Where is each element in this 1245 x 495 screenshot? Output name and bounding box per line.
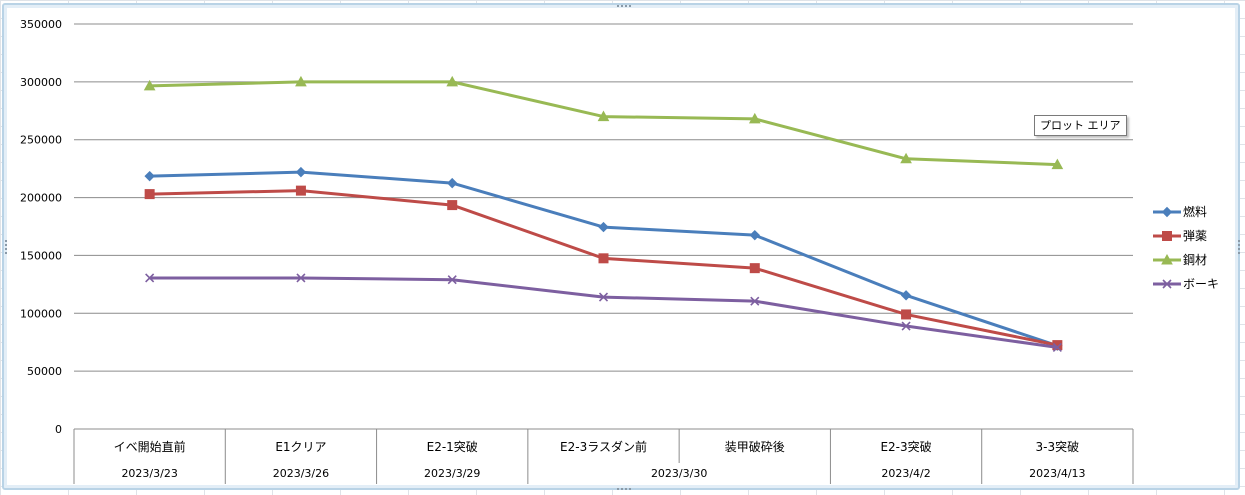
resize-handle-top[interactable] — [617, 3, 631, 9]
x-group-label: 2023/3/30 — [651, 467, 707, 480]
plot-area[interactable] — [143, 75, 1064, 352]
x-category-label: E2-1突破 — [427, 439, 478, 454]
data-point[interactable] — [295, 166, 307, 178]
data-point[interactable] — [446, 75, 459, 87]
data-point[interactable] — [901, 321, 911, 331]
x-category-label: E2-3突破 — [880, 439, 931, 454]
data-point[interactable] — [748, 112, 761, 124]
legend-item[interactable]: 燃料 — [1153, 204, 1207, 219]
legend-label: 弾薬 — [1183, 229, 1207, 243]
data-point[interactable] — [296, 273, 306, 283]
legend-label: 燃料 — [1183, 204, 1207, 219]
y-tick-label: 100000 — [20, 307, 62, 320]
x-group-label: 2023/3/29 — [424, 467, 480, 480]
x-group-label: 2023/3/26 — [273, 467, 329, 480]
series-line[interactable] — [149, 80, 1058, 167]
x-group-label: 2023/4/13 — [1029, 467, 1085, 480]
data-point[interactable] — [750, 296, 760, 306]
legend-item[interactable]: 鋼材 — [1153, 253, 1207, 267]
y-tick-label: 300000 — [20, 76, 62, 89]
y-tick-label: 200000 — [20, 192, 62, 205]
resize-handle-right[interactable] — [1236, 240, 1242, 254]
data-point[interactable] — [143, 79, 156, 91]
data-point[interactable] — [900, 290, 912, 301]
data-point[interactable] — [749, 263, 760, 274]
legend-marker[interactable] — [1161, 206, 1173, 218]
data-point[interactable] — [598, 221, 609, 233]
series-3[interactable] — [143, 75, 1064, 170]
data-point[interactable] — [144, 170, 155, 182]
data-point[interactable] — [598, 253, 609, 264]
legend-label: ボーキ — [1183, 277, 1219, 291]
y-axis-ticks: 0 50000 100000 150000 200000 250000 300000 3500… — [20, 18, 62, 436]
y-tick-label: 350000 — [20, 18, 62, 31]
legend-marker[interactable] — [1162, 231, 1172, 241]
data-point[interactable] — [900, 152, 912, 164]
data-point[interactable] — [1051, 158, 1064, 170]
data-point[interactable] — [447, 200, 458, 211]
data-point[interactable] — [597, 110, 610, 122]
plot-area-tooltip: プロット エリア — [1034, 115, 1127, 136]
x-category-label: E1クリア — [275, 440, 326, 454]
data-point[interactable] — [295, 75, 307, 87]
series-4[interactable] — [145, 273, 1062, 352]
legend-marker[interactable] — [1162, 279, 1172, 289]
y-tick-label: 150000 — [20, 249, 62, 262]
series-line[interactable] — [149, 189, 1058, 347]
x-category-label: イベ開始直前 — [114, 439, 186, 454]
legend-label: 鋼材 — [1183, 253, 1207, 267]
data-point[interactable] — [295, 185, 306, 196]
x-category-label: E2-3ラスダン前 — [560, 439, 647, 454]
data-point[interactable] — [598, 292, 609, 302]
data-point[interactable] — [749, 229, 760, 241]
data-point[interactable] — [1052, 340, 1063, 351]
series-line[interactable] — [149, 276, 1058, 349]
legend-item[interactable]: ボーキ — [1153, 277, 1219, 291]
y-tick-label: 0 — [55, 423, 62, 436]
data-point[interactable] — [1052, 342, 1062, 352]
x-category-label: 3-3突破 — [1036, 439, 1080, 454]
legend-marker[interactable] — [1161, 253, 1173, 265]
x-group-label: 2023/3/23 — [121, 467, 177, 480]
series-2[interactable] — [144, 185, 1063, 351]
data-point[interactable] — [447, 275, 457, 285]
y-tick-label: 50000 — [27, 365, 62, 378]
y-tick-label: 250000 — [20, 134, 62, 147]
resize-handle-left[interactable] — [3, 240, 9, 254]
x-category-label: 装甲破砕後 — [725, 439, 785, 454]
x-group-label: 2023/4/2 — [881, 467, 930, 480]
data-point[interactable] — [145, 273, 155, 283]
series-1[interactable] — [144, 166, 1063, 351]
data-point[interactable] — [901, 309, 912, 320]
data-point[interactable] — [144, 189, 155, 200]
data-point[interactable] — [447, 177, 458, 189]
resize-handle-bottom[interactable] — [617, 486, 631, 492]
x-axis: イベ開始直前 E1クリア E2-1突破 E2-3ラスダン前 装甲破砕後 E2-3突破 3-3… — [73, 428, 1134, 484]
legend-item[interactable]: 弾薬 — [1153, 229, 1207, 243]
